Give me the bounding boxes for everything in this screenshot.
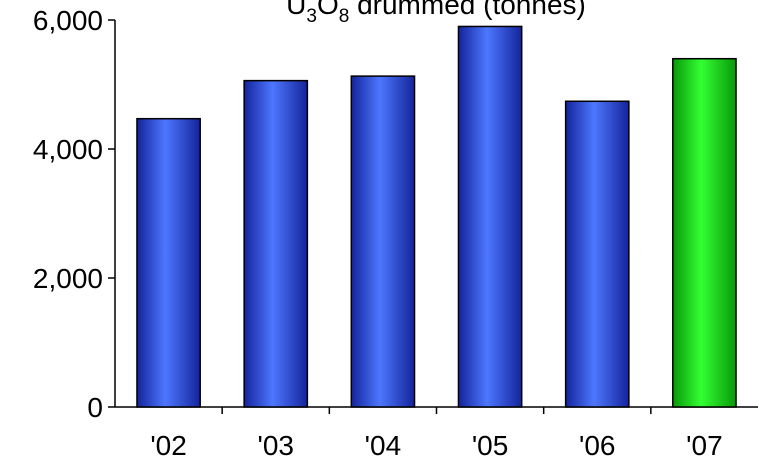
y-tick-label: 0 xyxy=(87,392,103,423)
bar-02 xyxy=(136,117,201,408)
x-tick-label: '04 xyxy=(365,430,402,461)
x-tick-label: '03 xyxy=(258,430,295,461)
bars xyxy=(136,25,737,408)
x-tick-label: '05 xyxy=(472,430,509,461)
bar-07 xyxy=(672,57,737,408)
y-tick-label: 2,000 xyxy=(33,263,103,294)
x-axis: '02 '03 '04 '05 '06 '07 xyxy=(115,406,758,461)
x-tick-label: '06 xyxy=(579,430,616,461)
bar-06 xyxy=(564,100,630,408)
y-tick-label: 4,000 xyxy=(33,134,103,165)
x-tick-label: '02 xyxy=(150,430,187,461)
y-tick-label: 6,000 xyxy=(33,5,103,36)
bar-03 xyxy=(243,79,309,408)
y-axis: 0 2,000 4,000 6,000 xyxy=(33,5,116,423)
chart-title: U3O8 drummed (tonnes) xyxy=(286,0,586,27)
bar-05 xyxy=(457,25,523,408)
bar-04 xyxy=(350,75,416,408)
x-tick-label: '07 xyxy=(686,430,723,461)
